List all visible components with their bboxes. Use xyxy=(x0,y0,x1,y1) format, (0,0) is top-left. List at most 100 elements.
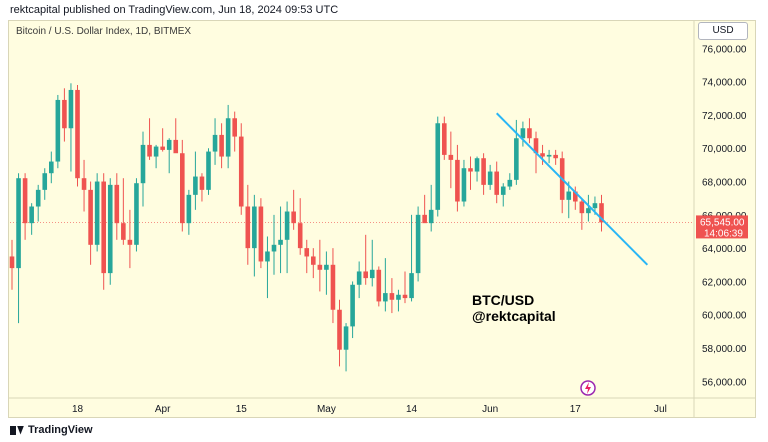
resistance-trendline xyxy=(495,112,649,266)
candle-body xyxy=(474,158,480,172)
candle-body xyxy=(291,211,296,224)
candle-body xyxy=(16,178,21,269)
y-tick-label: 72,000.00 xyxy=(702,111,747,122)
candle-body xyxy=(350,284,355,327)
y-tick-label: 70,000.00 xyxy=(702,144,747,155)
candle-body xyxy=(579,201,585,214)
candle-body xyxy=(297,223,303,249)
candle-body xyxy=(546,154,552,157)
candle-body xyxy=(153,146,159,157)
candle-body xyxy=(134,183,139,245)
candle-body xyxy=(271,244,277,252)
candle-body xyxy=(22,178,28,224)
tradingview-icon xyxy=(10,425,24,435)
y-tick-label: 62,000.00 xyxy=(702,277,747,288)
candle-body xyxy=(494,171,499,195)
y-tick-label: 74,000.00 xyxy=(702,78,747,89)
candle-body xyxy=(363,271,368,279)
x-tick-label: 17 xyxy=(570,404,582,415)
candle-body xyxy=(337,309,342,350)
candle-body xyxy=(487,171,493,185)
candle-body xyxy=(101,181,106,274)
candle-body xyxy=(533,138,539,154)
candle-body xyxy=(173,139,179,154)
candle-body xyxy=(193,176,198,195)
candle-body xyxy=(343,326,349,350)
candle-body xyxy=(107,184,113,274)
last-price-tag: 65,545.00 14:06:39 xyxy=(696,215,748,239)
lightning-icon[interactable] xyxy=(580,380,596,396)
candle-body xyxy=(258,206,264,262)
chart-area[interactable] xyxy=(8,20,756,418)
candle-body xyxy=(29,206,34,224)
candle-body xyxy=(481,158,486,185)
candle-body xyxy=(448,154,454,160)
candle-body xyxy=(540,153,545,157)
candle-body xyxy=(68,89,74,129)
x-tick-label: Jun xyxy=(482,404,498,415)
candle-body xyxy=(389,293,395,300)
candle-body xyxy=(94,181,100,245)
x-tick-label: 15 xyxy=(236,404,248,415)
candle-body xyxy=(75,89,80,179)
candle-body xyxy=(586,208,591,214)
tradingview-brand: TradingView xyxy=(28,424,93,436)
candle-body xyxy=(278,239,283,245)
overlay-author: @rektcapital xyxy=(472,308,556,324)
candle-body xyxy=(527,128,532,139)
candle-body xyxy=(402,294,408,299)
candle-body xyxy=(186,194,192,224)
x-tick-label: 18 xyxy=(72,404,84,415)
candle-body xyxy=(592,203,598,209)
x-tick-label: 14 xyxy=(406,404,418,415)
candle-body xyxy=(455,159,460,202)
candle-body xyxy=(140,144,146,184)
candle-body xyxy=(461,168,467,202)
price-tag-box xyxy=(696,215,748,239)
x-tick-label: Apr xyxy=(155,404,171,415)
candle-body xyxy=(81,178,87,190)
candle-body xyxy=(147,144,152,157)
candle-body xyxy=(553,154,558,159)
candle-body xyxy=(219,134,224,157)
candle-body xyxy=(88,189,93,245)
candle-body xyxy=(468,168,473,172)
candle-body xyxy=(415,214,421,274)
candle-body xyxy=(369,269,375,279)
overlay-text: BTC/USD @rektcapital xyxy=(472,292,556,324)
candle-body xyxy=(180,153,185,224)
price-tag-countdown: 14:06:39 xyxy=(704,228,743,239)
candle-body xyxy=(428,209,434,224)
candle-body xyxy=(265,251,270,262)
candle-body xyxy=(225,118,231,157)
candle-body xyxy=(121,223,126,240)
candle-body xyxy=(35,189,41,207)
y-tick-label: 68,000.00 xyxy=(702,178,747,189)
x-axis: 18 Apr 15 May 14 Jun 17 Jul xyxy=(72,404,667,415)
candle-body xyxy=(127,239,133,245)
tradingview-logo[interactable]: TradingView xyxy=(10,424,93,436)
candle-body xyxy=(383,293,388,302)
candle-body xyxy=(422,214,427,224)
y-tick-label: 60,000.00 xyxy=(702,311,747,322)
candle-body xyxy=(9,256,15,269)
candle-body xyxy=(252,206,257,249)
candle-body xyxy=(566,191,572,200)
publisher-bar: rektcapital published on TradingView.com… xyxy=(0,0,768,20)
candle-body xyxy=(212,134,218,152)
candle-body xyxy=(166,139,172,150)
candle-body xyxy=(304,248,310,257)
candle-body xyxy=(317,264,323,270)
candle-body xyxy=(206,151,211,190)
candle-body xyxy=(500,186,506,195)
y-tick-label: 76,000.00 xyxy=(702,44,747,55)
candle-body xyxy=(435,123,441,210)
candle-body xyxy=(311,256,316,265)
currency-button[interactable]: USD xyxy=(698,22,748,40)
candle-body xyxy=(514,138,519,180)
candle-body xyxy=(114,184,120,224)
candle-body xyxy=(238,136,244,207)
candle-body xyxy=(160,146,165,150)
symbol-label: Bitcoin / U.S. Dollar Index, 1D, BITMEX xyxy=(16,26,192,37)
